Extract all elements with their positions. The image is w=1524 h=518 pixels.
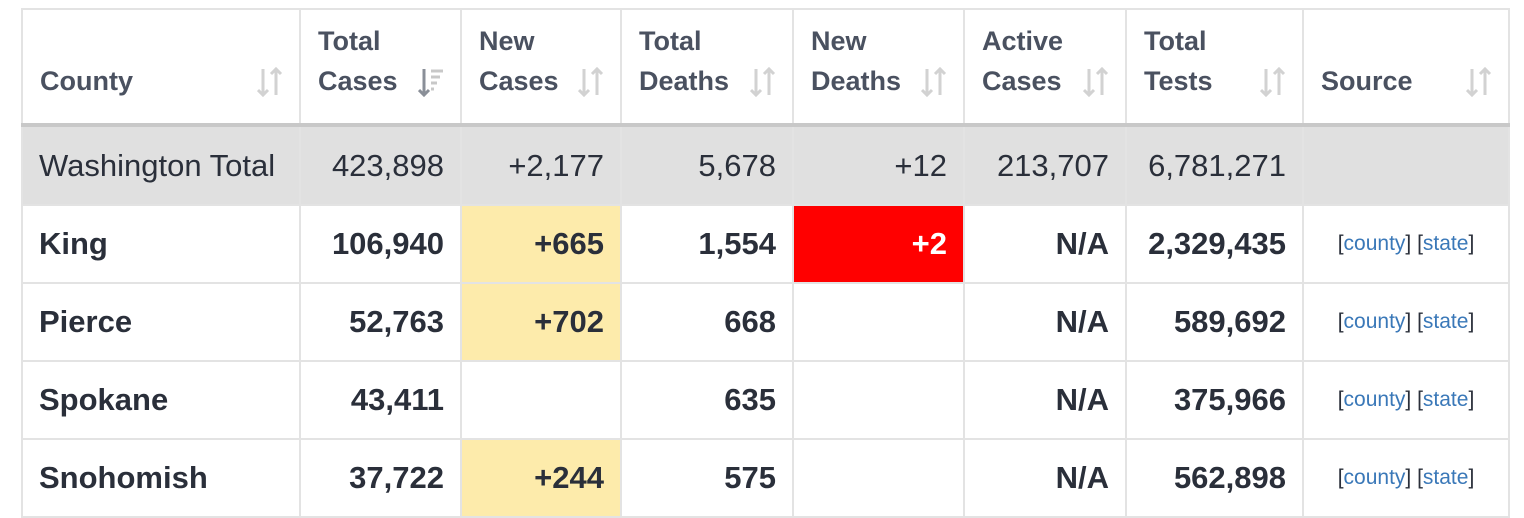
new-cases-cell: +702 [460,282,622,362]
total-deaths-cell: 1,554 [620,204,794,284]
total-tests-cell: 375,966 [1125,360,1304,440]
state-source-link[interactable]: state [1422,388,1469,411]
new-cases-cell: +665 [460,204,622,284]
source-cell: [county] [state] [1302,282,1510,362]
sort-unsorted-icon[interactable] [921,67,947,97]
new-deaths-cell: +2 [792,204,965,284]
source-cell: [county] [state] [1302,204,1510,284]
active-cases-cell: N/A [963,438,1127,518]
total-deaths-cell: 635 [620,360,794,440]
county-name: Spokane [21,360,301,440]
new-deaths-cell [792,282,965,362]
county-name: Washington Total [21,124,301,206]
active-cases-cell: 213,707 [963,124,1127,206]
column-header-total-cases[interactable]: Total Cases [299,8,462,126]
table-row: King 106,940 +665 1,554 +2 N/A 2,329,435… [21,204,1510,284]
county-name: Snohomish [21,438,301,518]
total-cases-cell: 43,411 [299,360,462,440]
total-cases-cell: 106,940 [299,204,462,284]
county-data-table-container: County Total Cases New Cases Total Deaths N… [21,8,1510,518]
column-header-new-cases[interactable]: New Cases [460,8,622,126]
sort-descending-icon[interactable] [418,67,444,97]
total-cases-cell: 423,898 [299,124,462,206]
column-header-total-deaths[interactable]: Total Deaths [620,8,794,126]
new-cases-cell: +244 [460,438,622,518]
total-deaths-cell: 5,678 [620,124,794,206]
new-cases-cell: +2,177 [460,124,622,206]
sort-unsorted-icon[interactable] [257,67,283,97]
new-deaths-cell [792,438,965,518]
source-cell: [county] [state] [1302,438,1510,518]
sort-unsorted-icon[interactable] [1466,67,1492,97]
county-source-link[interactable]: county [1343,310,1406,333]
state-total-row: Washington Total 423,898 +2,177 5,678 +1… [21,124,1510,206]
header-row: County Total Cases New Cases Total Deaths N… [21,8,1510,126]
column-header-new-deaths[interactable]: New Deaths [792,8,965,126]
header-label: County [40,66,133,96]
county-source-link[interactable]: county [1343,388,1406,411]
total-cases-cell: 52,763 [299,282,462,362]
column-header-total-tests[interactable]: Total Tests [1125,8,1304,126]
total-tests-cell: 2,329,435 [1125,204,1304,284]
column-header-active-cases[interactable]: Active Cases [963,8,1127,126]
active-cases-cell: N/A [963,282,1127,362]
table-row: Spokane 43,411 635 N/A 375,966 [county] … [21,360,1510,440]
county-name: King [21,204,301,284]
sort-unsorted-icon[interactable] [750,67,776,97]
total-tests-cell: 562,898 [1125,438,1304,518]
sort-unsorted-icon[interactable] [1260,67,1286,97]
source-cell: [county] [state] [1302,360,1510,440]
county-source-link[interactable]: county [1343,232,1406,255]
new-deaths-cell [792,360,965,440]
sort-unsorted-icon[interactable] [578,67,604,97]
county-source-link[interactable]: county [1343,466,1406,489]
column-header-source[interactable]: Source [1302,8,1510,126]
table-row: Pierce 52,763 +702 668 N/A 589,692 [coun… [21,282,1510,362]
active-cases-cell: N/A [963,360,1127,440]
total-tests-cell: 6,781,271 [1125,124,1304,206]
state-source-link[interactable]: state [1422,466,1469,489]
state-source-link[interactable]: state [1422,232,1469,255]
state-source-link[interactable]: state [1422,310,1469,333]
new-deaths-cell: +12 [792,124,965,206]
total-deaths-cell: 575 [620,438,794,518]
new-cases-cell [460,360,622,440]
total-deaths-cell: 668 [620,282,794,362]
total-cases-cell: 37,722 [299,438,462,518]
county-data-table: County Total Cases New Cases Total Deaths N… [21,8,1510,518]
county-name: Pierce [21,282,301,362]
source-cell [1302,124,1510,206]
total-tests-cell: 589,692 [1125,282,1304,362]
active-cases-cell: N/A [963,204,1127,284]
table-row: Snohomish 37,722 +244 575 N/A 562,898 [c… [21,438,1510,518]
column-header-county[interactable]: County [21,8,301,126]
sort-unsorted-icon[interactable] [1083,67,1109,97]
